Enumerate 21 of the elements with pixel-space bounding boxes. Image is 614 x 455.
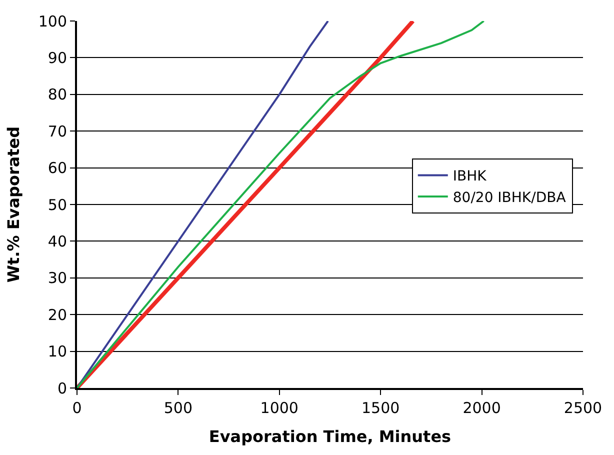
x-tick-label: 0 <box>72 399 82 417</box>
x-tick-label: 1000 <box>260 399 298 417</box>
y-tick-label: 50 <box>48 196 67 214</box>
y-tick-label: 80 <box>48 86 67 104</box>
y-tick-label: 20 <box>48 306 67 324</box>
legend-label: IBHK <box>452 168 488 185</box>
x-tick-label: 2500 <box>564 399 602 417</box>
y-tick-label: 30 <box>48 269 67 288</box>
x-tick-label: 2000 <box>462 399 501 417</box>
y-tick-label: 60 <box>48 159 67 178</box>
y-tick-label: 70 <box>48 122 67 140</box>
legend-label: 80/20 IBHK/DBA <box>452 190 566 206</box>
y-tick-label: 90 <box>48 48 67 67</box>
y-axis-title: Wt.% Evaporated <box>4 126 23 283</box>
x-tick-label: 500 <box>164 399 193 417</box>
y-tick-label: 100 <box>38 12 67 30</box>
y-tick-label: 10 <box>48 342 67 361</box>
x-tick-label: 1500 <box>362 399 400 417</box>
y-tick-label: 0 <box>57 379 67 398</box>
y-tick-label: 40 <box>48 232 67 250</box>
x-axis-title: Evaporation Time, Minutes <box>208 427 452 446</box>
